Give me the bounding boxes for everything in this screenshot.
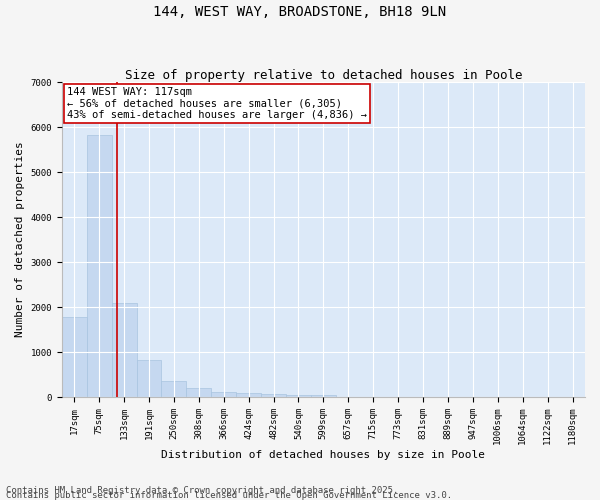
Text: 144, WEST WAY, BROADSTONE, BH18 9LN: 144, WEST WAY, BROADSTONE, BH18 9LN	[154, 5, 446, 19]
Bar	[236, 394, 261, 397]
Text: Contains public sector information licensed under the Open Government Licence v3: Contains public sector information licen…	[6, 491, 452, 500]
Text: 144 WEST WAY: 117sqm
← 56% of detached houses are smaller (6,305)
43% of semi-de: 144 WEST WAY: 117sqm ← 56% of detached h…	[67, 86, 367, 120]
X-axis label: Distribution of detached houses by size in Poole: Distribution of detached houses by size …	[161, 450, 485, 460]
Bar	[86, 135, 112, 397]
Bar	[62, 317, 86, 397]
Bar	[286, 395, 311, 397]
Bar	[261, 394, 286, 397]
Bar	[161, 381, 187, 397]
Bar	[187, 388, 211, 397]
Title: Size of property relative to detached houses in Poole: Size of property relative to detached ho…	[125, 69, 522, 82]
Bar	[211, 392, 236, 397]
Bar	[311, 395, 336, 397]
Bar	[137, 360, 161, 397]
Text: Contains HM Land Registry data © Crown copyright and database right 2025.: Contains HM Land Registry data © Crown c…	[6, 486, 398, 495]
Bar	[112, 304, 137, 397]
Y-axis label: Number of detached properties: Number of detached properties	[15, 142, 25, 338]
